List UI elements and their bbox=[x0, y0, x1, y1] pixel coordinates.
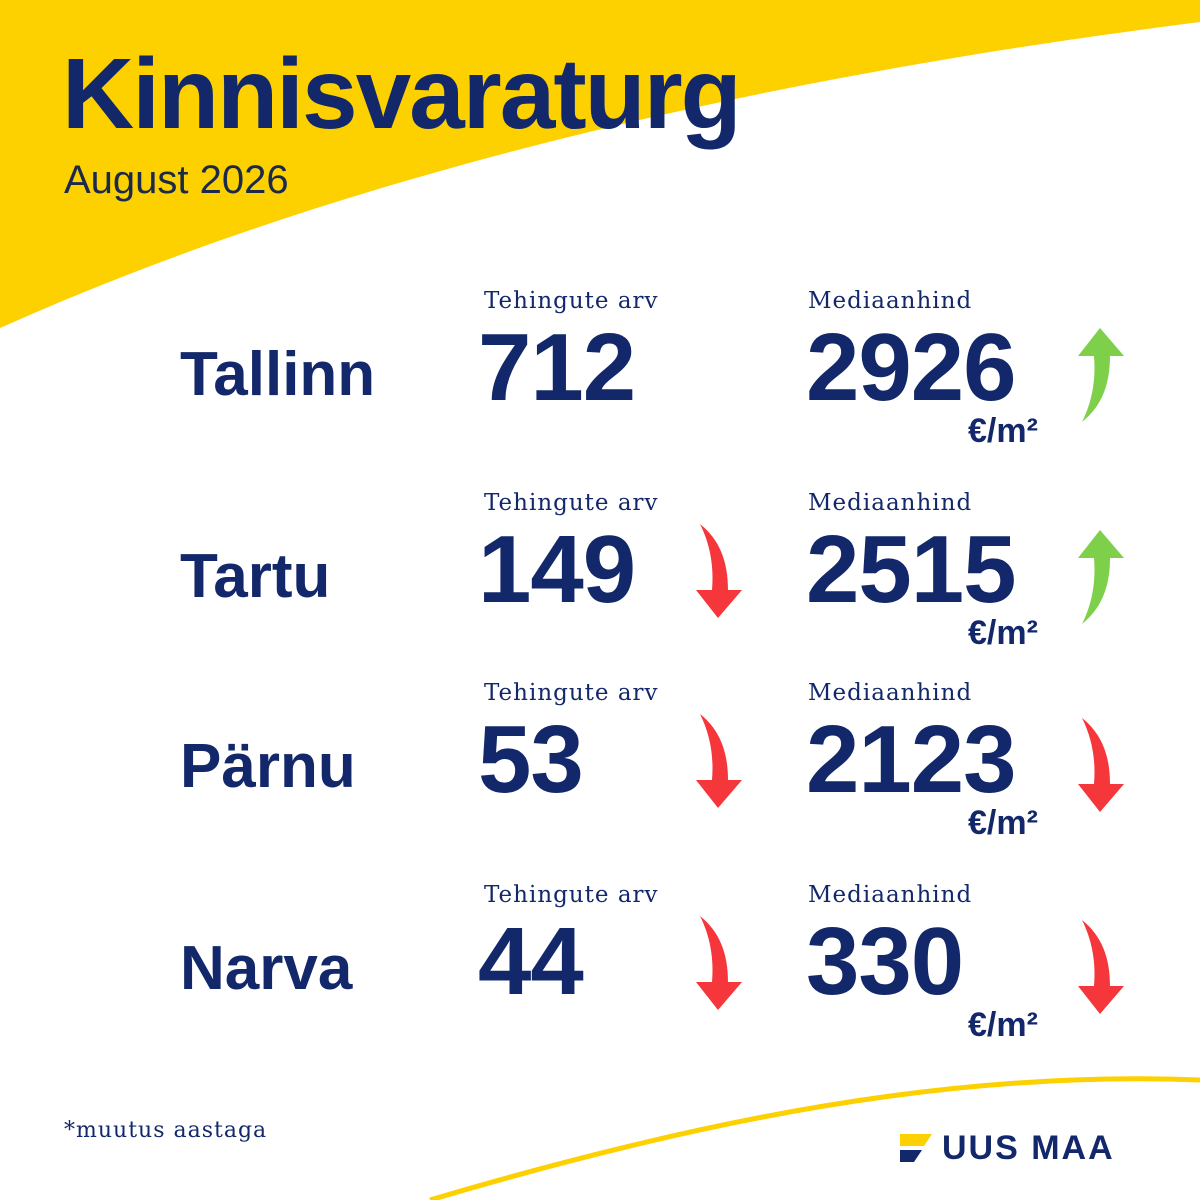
city-row-tartu: Tartu Tehingute arv Mediaanhind 149 2515… bbox=[0, 492, 1200, 692]
deals-label: Tehingute arv bbox=[484, 490, 659, 516]
arrow-down-icon bbox=[696, 524, 742, 618]
price-unit: €/m² bbox=[968, 412, 1038, 450]
footer-yellow-curve bbox=[429, 1076, 1200, 1200]
deals-label: Tehingute arv bbox=[484, 882, 659, 908]
arrow-down-icon bbox=[696, 916, 742, 1010]
deals-value: 712 bbox=[478, 314, 636, 421]
header-yellow-wave bbox=[0, 0, 1200, 328]
city-row-narva: Narva Tehingute arv Mediaanhind 44 330 €… bbox=[0, 884, 1200, 1084]
price-label: Mediaanhind bbox=[808, 490, 973, 516]
price-value: 2926 bbox=[806, 314, 1017, 421]
arrow-up-icon bbox=[1078, 328, 1124, 422]
city-name: Narva bbox=[180, 934, 353, 1003]
brand-name: UUS MAA bbox=[942, 1129, 1115, 1167]
city-row-parnu: Pärnu Tehingute arv Mediaanhind 53 2123 … bbox=[0, 682, 1200, 882]
deals-value: 53 bbox=[478, 706, 584, 813]
city-row-tallinn: Tallinn Tehingute arv Mediaanhind 712 29… bbox=[0, 290, 1200, 490]
price-value: 2123 bbox=[806, 706, 1017, 813]
deals-label: Tehingute arv bbox=[484, 680, 659, 706]
price-unit: €/m² bbox=[968, 804, 1038, 842]
city-name: Tartu bbox=[180, 542, 331, 611]
arrow-down-icon bbox=[1078, 718, 1124, 812]
price-label: Mediaanhind bbox=[808, 680, 973, 706]
deals-label: Tehingute arv bbox=[484, 288, 659, 314]
deals-value: 149 bbox=[478, 516, 636, 623]
price-label: Mediaanhind bbox=[808, 288, 973, 314]
price-unit: €/m² bbox=[968, 1006, 1038, 1044]
deals-value: 44 bbox=[478, 908, 584, 1015]
page-subtitle: August 2026 bbox=[64, 158, 289, 202]
arrow-down-icon bbox=[1078, 920, 1124, 1014]
price-unit: €/m² bbox=[968, 614, 1038, 652]
arrow-down-icon bbox=[696, 714, 742, 808]
page-title: Kinnisvaraturg bbox=[62, 38, 742, 150]
city-name: Tallinn bbox=[180, 340, 376, 409]
price-value: 330 bbox=[806, 908, 964, 1015]
price-value: 2515 bbox=[806, 516, 1017, 623]
city-name: Pärnu bbox=[180, 732, 356, 801]
price-label: Mediaanhind bbox=[808, 882, 973, 908]
logo-mark-icon bbox=[900, 1134, 932, 1162]
footnote: *muutus aastaga bbox=[64, 1118, 268, 1143]
arrow-up-icon bbox=[1078, 530, 1124, 624]
